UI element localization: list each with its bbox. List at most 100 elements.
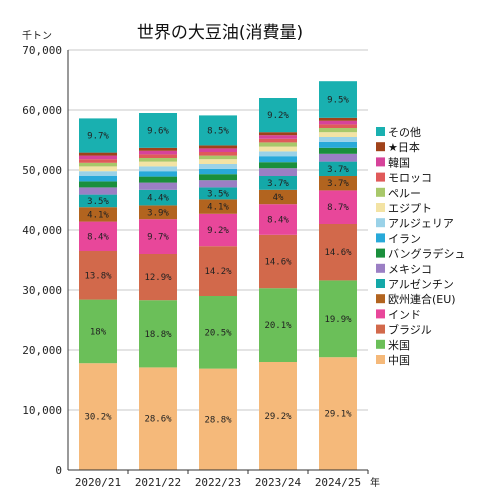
legend-label: バングラデシュ bbox=[388, 247, 466, 261]
bar-segment bbox=[319, 190, 357, 224]
legend-swatch bbox=[376, 263, 385, 273]
bar-segment bbox=[139, 300, 177, 368]
data-label: 4.4% bbox=[147, 194, 169, 204]
data-label: 20.1% bbox=[264, 321, 292, 331]
bar-segment bbox=[79, 176, 117, 182]
bar-segment bbox=[79, 159, 117, 163]
bar-segment bbox=[319, 141, 357, 148]
bar-segment bbox=[259, 234, 297, 289]
bar-segment bbox=[139, 182, 177, 190]
bar-segment bbox=[79, 299, 117, 364]
bar-segment bbox=[319, 147, 357, 154]
y-tick-label: 40,000 bbox=[22, 224, 62, 237]
bar-segment bbox=[259, 362, 297, 470]
bar-segment bbox=[139, 158, 177, 162]
bar-segment bbox=[139, 150, 177, 155]
bar-segment bbox=[199, 145, 237, 149]
y-tick-label: 0 bbox=[55, 464, 62, 477]
y-tick-label: 50,000 bbox=[22, 164, 62, 177]
data-label: 30.2% bbox=[84, 413, 112, 423]
legend-label: 中国 bbox=[388, 354, 410, 367]
bar-segment bbox=[199, 368, 237, 470]
bar-segment bbox=[139, 161, 177, 167]
legend-swatch bbox=[376, 127, 385, 136]
bar-segment bbox=[139, 166, 177, 172]
y-tick-label: 70,000 bbox=[22, 44, 62, 57]
legend-label: ブラジル bbox=[388, 323, 432, 337]
bar-segment bbox=[139, 176, 177, 183]
y-unit-label: 千トン bbox=[22, 30, 52, 42]
bar-segment bbox=[199, 296, 237, 369]
data-label: 3.7% bbox=[267, 179, 289, 189]
legend-swatch bbox=[376, 187, 385, 197]
bar-segment bbox=[259, 142, 297, 147]
bar-segment bbox=[199, 164, 237, 169]
y-tick-label: 10,000 bbox=[22, 404, 62, 417]
bar-segment bbox=[319, 176, 357, 191]
bar-segment bbox=[199, 159, 237, 164]
x-tick-label: 2020/21 bbox=[75, 476, 121, 489]
bar-segment bbox=[319, 161, 357, 176]
data-label: 8.5% bbox=[207, 126, 229, 136]
bar-segment bbox=[79, 194, 117, 208]
bar-segment bbox=[259, 135, 297, 139]
data-label: 18.8% bbox=[144, 330, 172, 340]
data-label: 9.7% bbox=[87, 132, 109, 142]
bar-segment bbox=[319, 357, 357, 470]
bar-segment bbox=[259, 98, 297, 133]
legend-swatch bbox=[376, 324, 385, 334]
data-label: 29.2% bbox=[264, 412, 292, 422]
legend-label: エジプト bbox=[388, 202, 432, 215]
y-tick-label: 30,000 bbox=[22, 284, 62, 297]
bar-segment bbox=[319, 81, 357, 118]
data-label: 29.1% bbox=[324, 410, 352, 420]
bar-segment bbox=[139, 113, 177, 148]
legend-swatch bbox=[376, 309, 385, 319]
bar-segment bbox=[79, 171, 117, 176]
data-label: 3.7% bbox=[327, 179, 349, 189]
bar-segment bbox=[259, 138, 297, 143]
data-label: 14.6% bbox=[264, 258, 292, 268]
data-label: 28.6% bbox=[144, 415, 172, 425]
bar-segment bbox=[139, 219, 177, 254]
bar-segment bbox=[259, 162, 297, 169]
legend-label: モロッコ bbox=[388, 172, 432, 185]
legend-label: ペルー bbox=[388, 187, 421, 200]
x-tick-label: 2021/22 bbox=[135, 476, 181, 489]
data-label: 8.4% bbox=[87, 232, 109, 242]
bar-segment bbox=[139, 147, 177, 151]
legend-label: 欧州連合(EU) bbox=[388, 292, 456, 306]
legend-label: 韓国 bbox=[388, 156, 410, 169]
data-label: 9.2% bbox=[207, 226, 229, 236]
bar-segment bbox=[259, 151, 297, 157]
legend-swatch bbox=[376, 142, 385, 152]
bar-segment bbox=[79, 221, 117, 251]
x-tick-label: 2024/25 bbox=[315, 476, 361, 489]
bar-segment bbox=[319, 128, 357, 133]
legend-label: ★日本 bbox=[388, 140, 420, 154]
bar-segment bbox=[139, 154, 177, 158]
legend: その他★日本韓国モロッコペルーエジプトアルジェリアイランバングラデシュメキシコア… bbox=[376, 126, 466, 367]
bar-segment bbox=[199, 180, 237, 188]
bar-segment bbox=[199, 168, 237, 175]
bar-segment bbox=[259, 288, 297, 362]
bar-segment bbox=[79, 363, 117, 470]
data-label: 12.9% bbox=[144, 273, 172, 283]
data-label: 3.5% bbox=[207, 189, 229, 199]
legend-swatch bbox=[376, 233, 385, 243]
data-label: 8.7% bbox=[327, 203, 349, 213]
bar-segment bbox=[259, 146, 297, 152]
legend-label: イラン bbox=[388, 232, 421, 245]
legend-swatch bbox=[376, 248, 385, 258]
legend-label: メキシコ bbox=[388, 263, 432, 276]
data-label: 9.2% bbox=[267, 111, 289, 121]
x-tick-label: 2023/24 bbox=[255, 476, 302, 489]
bar-segment bbox=[139, 254, 177, 301]
data-label: 13.8% bbox=[84, 271, 112, 281]
bar-segment bbox=[319, 224, 357, 281]
legend-swatch bbox=[376, 339, 385, 349]
chart-title: 世界の大豆油(消費量) bbox=[137, 23, 303, 43]
x-unit-label: 年 bbox=[370, 476, 380, 489]
x-tick-label: 2022/23 bbox=[195, 476, 241, 489]
